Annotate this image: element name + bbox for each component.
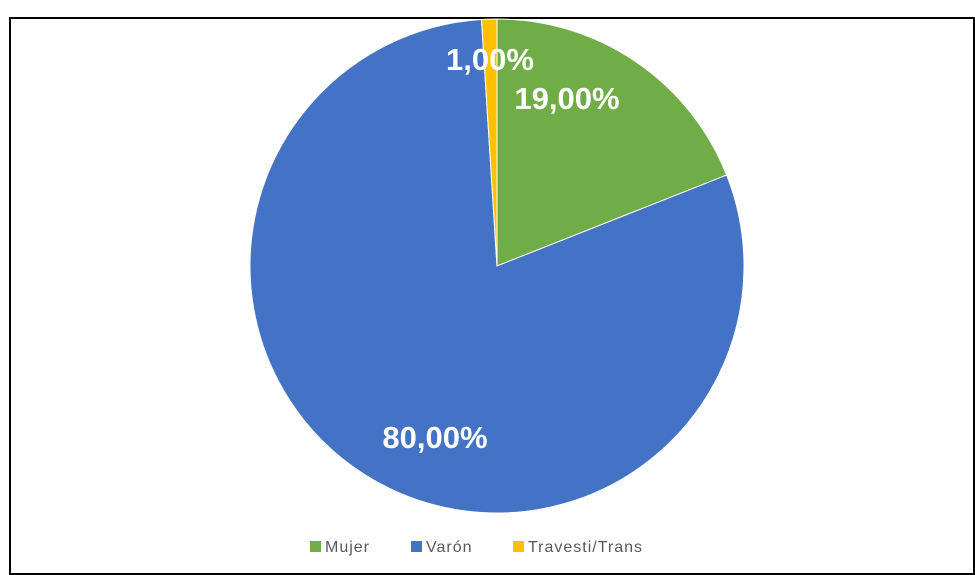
pie-slice	[249, 18, 745, 514]
legend-label: Varón	[426, 539, 473, 556]
legend-swatch	[411, 541, 422, 552]
legend-label: Mujer	[325, 539, 370, 556]
data-label: 1,00%	[446, 42, 534, 77]
legend-swatch	[513, 541, 524, 552]
legend-swatch	[310, 541, 321, 552]
legend-label: Travesti/Trans	[528, 539, 643, 556]
data-label: 80,00%	[382, 420, 487, 455]
pie-slice	[480, 18, 498, 267]
pie-slice	[496, 18, 728, 267]
data-label: 19,00%	[514, 81, 619, 116]
